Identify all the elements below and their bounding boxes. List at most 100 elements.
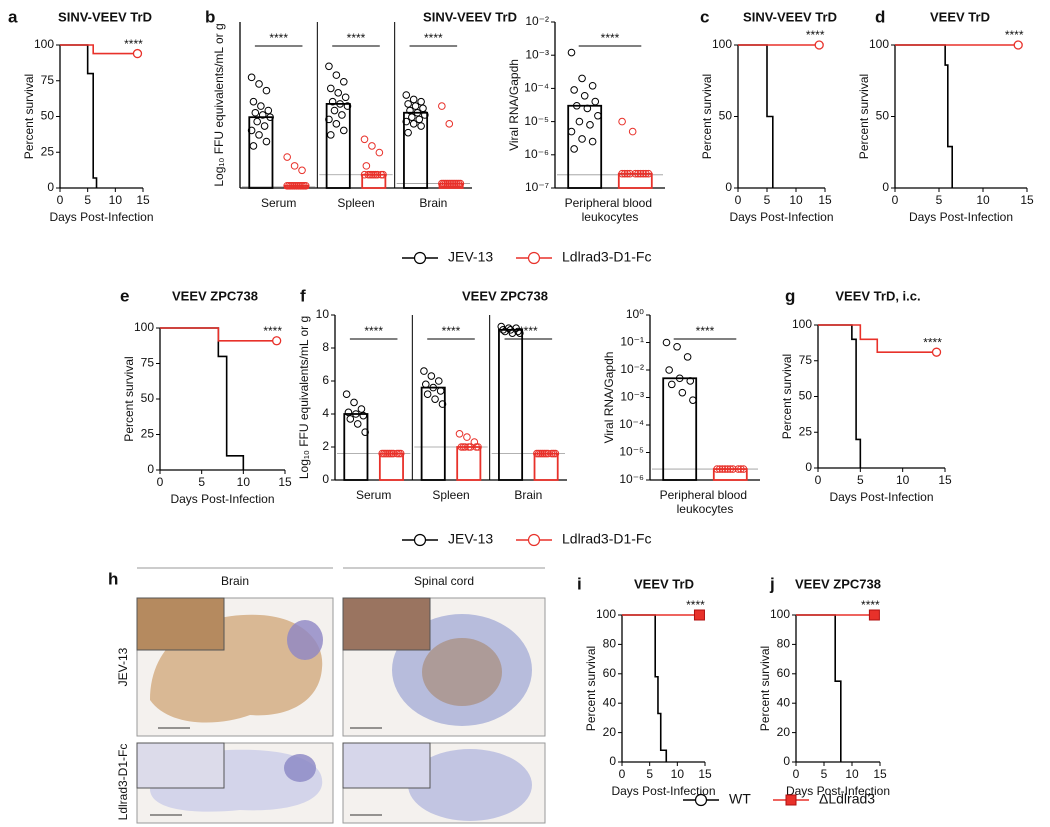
survival-curve: [818, 324, 937, 353]
data-point: [260, 122, 269, 130]
survival-curve: [796, 614, 842, 762]
y-axis-label: Percent survival: [122, 356, 136, 441]
data-point: [338, 111, 346, 119]
survival-curve: [60, 44, 98, 188]
data-point: [713, 465, 721, 473]
data-point: [588, 81, 597, 90]
x-axis-label: Days Post-Infection: [829, 490, 933, 504]
data-point: [409, 95, 418, 104]
column-header: Brain: [221, 574, 249, 588]
data-point: [255, 131, 263, 139]
data-point: [404, 100, 412, 108]
y-tick-label: 75: [41, 73, 55, 87]
data-point: [352, 410, 360, 418]
y-tick-label: 10: [316, 307, 330, 321]
data-point: [438, 102, 446, 110]
y-tick-label: 75: [141, 356, 155, 370]
legend-marker: [413, 251, 427, 265]
panel-letter: c: [700, 7, 709, 26]
x-tick-label: Spleen: [432, 488, 469, 502]
chart-title: VEEV ZPC738: [462, 288, 548, 303]
data-point: [514, 327, 522, 336]
y-tick-label: 80: [603, 637, 617, 651]
x-tick-label: Serum: [261, 196, 296, 210]
data-point: [499, 326, 507, 334]
y-axis-label: Percent survival: [758, 646, 772, 731]
panel-letter: i: [577, 574, 582, 593]
bar: [325, 102, 351, 189]
data-point: [438, 179, 446, 188]
data-point: [628, 127, 637, 136]
data-point: [618, 117, 626, 126]
significance: ****: [861, 598, 880, 612]
x-tick-label: Brain: [419, 196, 447, 210]
y-tick-label: 10⁻⁴: [524, 81, 549, 95]
data-point: [298, 181, 306, 190]
data-point: [257, 102, 265, 110]
data-point: [368, 170, 376, 179]
bar: [533, 452, 559, 481]
legend-label: ΔLdlrad3: [819, 791, 875, 807]
x-tick-label: 10: [237, 475, 251, 489]
y-axis-label: Percent survival: [780, 354, 794, 439]
data-point: [417, 97, 425, 106]
data-point: [429, 383, 438, 392]
y-tick-label: 0: [783, 754, 790, 768]
data-point: [326, 84, 335, 93]
cerebellum: [287, 620, 323, 660]
data-point: [290, 181, 299, 190]
data-point: [583, 104, 592, 113]
data-point: [721, 465, 729, 473]
data-point: [417, 122, 425, 130]
y-tick-label: 50: [719, 109, 733, 123]
x-tick-label: 10: [896, 473, 910, 487]
inset: [136, 742, 225, 789]
panel-letter: d: [875, 7, 885, 26]
data-point: [360, 135, 369, 144]
data-point: [567, 127, 576, 136]
data-point: [455, 430, 464, 438]
data-point: [665, 366, 673, 374]
inset: [342, 597, 431, 651]
data-point: [470, 438, 479, 446]
data-point: [431, 395, 439, 403]
y-tick-label: 10⁻⁷: [525, 180, 549, 194]
tissue: [408, 749, 532, 821]
data-point: [466, 443, 475, 451]
data-point: [516, 329, 524, 337]
data-point: [642, 169, 650, 178]
data-point: [451, 179, 459, 188]
x-tick-label: 0: [735, 193, 742, 207]
x-tick-label: 5: [857, 473, 864, 487]
data-point: [729, 465, 737, 473]
data-point: [456, 179, 465, 188]
data-point: [353, 420, 362, 428]
y-tick-label: 0: [882, 180, 889, 194]
x-tick-label: 0: [619, 767, 626, 781]
column-header: Spinal cord: [414, 574, 474, 588]
data-point: [718, 465, 727, 473]
data-point: [588, 137, 597, 146]
x-tick-label: 10: [109, 193, 123, 207]
data-point: [339, 77, 348, 86]
y-tick-label: 40: [603, 695, 617, 709]
data-point: [408, 113, 416, 121]
y-tick-label: 25: [141, 427, 155, 441]
x-tick-label: 10: [789, 193, 803, 207]
y-tick-label: 0: [725, 180, 732, 194]
data-point: [404, 128, 412, 137]
significance: ****: [1005, 28, 1024, 42]
data-point: [325, 115, 333, 124]
legend-marker: [694, 793, 708, 807]
data-point: [247, 73, 256, 82]
significance: ****: [124, 37, 143, 51]
x-tick-label: Spleen: [337, 196, 374, 210]
x-tick-label: 15: [1020, 193, 1034, 207]
data-point: [249, 97, 258, 106]
end-marker: [132, 48, 143, 59]
data-point: [357, 405, 366, 413]
significance: ****: [686, 598, 705, 612]
x-tick-label: 10: [845, 767, 859, 781]
data-point: [325, 62, 333, 71]
